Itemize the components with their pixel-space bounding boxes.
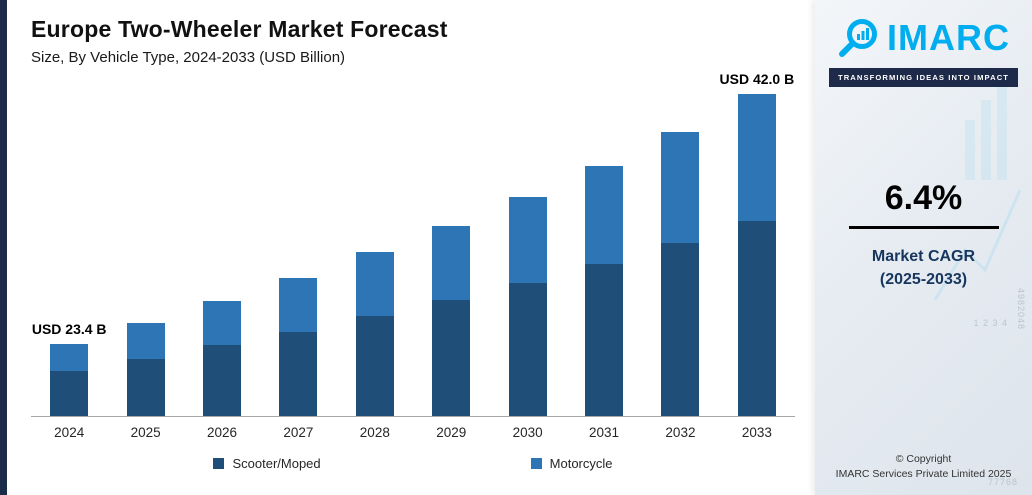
bar-segment bbox=[203, 301, 241, 346]
bar-annotation: USD 23.4 B bbox=[32, 321, 107, 338]
legend-label: Motorcycle bbox=[550, 456, 613, 471]
copyright-line2: IMARC Services Private Limited 2025 bbox=[836, 467, 1012, 483]
bar-segment bbox=[356, 316, 394, 416]
bar-stack bbox=[50, 344, 88, 416]
bar-stack bbox=[127, 323, 165, 416]
chart-legend: Scooter/Moped Motorcycle bbox=[31, 456, 795, 471]
x-axis-labels: 2024202520262027202820292030203120322033 bbox=[31, 417, 795, 440]
bar-segment bbox=[738, 221, 776, 416]
x-axis-tick-label: 2031 bbox=[566, 425, 642, 440]
x-axis-tick-label: 2032 bbox=[642, 425, 718, 440]
copyright-notice: © Copyright IMARC Services Private Limit… bbox=[836, 452, 1012, 484]
bar-segment bbox=[127, 323, 165, 358]
legend-label: Scooter/Moped bbox=[232, 456, 320, 471]
legend-item-motorcycle: Motorcycle bbox=[531, 456, 613, 471]
bar-segment bbox=[432, 300, 470, 416]
bar-group bbox=[107, 323, 183, 416]
brand-tagline: TRANSFORMING IDEAS INTO IMPACT bbox=[829, 68, 1018, 87]
cagr-period: (2025-2033) bbox=[849, 268, 999, 291]
bar-stack bbox=[738, 94, 776, 416]
left-accent-stripe bbox=[0, 0, 7, 495]
bar-segment bbox=[661, 243, 699, 416]
bar-group bbox=[566, 166, 642, 416]
magnifier-icon bbox=[837, 16, 881, 60]
bar-stack bbox=[509, 197, 547, 416]
bar-stack bbox=[661, 132, 699, 416]
x-axis-tick-label: 2027 bbox=[260, 425, 336, 440]
legend-swatch-motorcycle bbox=[531, 458, 542, 469]
cagr-block: 6.4% Market CAGR (2025-2033) bbox=[849, 179, 999, 291]
bar-segment bbox=[279, 278, 317, 332]
bar-chart-plot-area: USD 23.4 B USD 42.0 B bbox=[31, 72, 795, 417]
bar-stack bbox=[203, 301, 241, 416]
watermark-text: 4982048 bbox=[1016, 288, 1026, 330]
cagr-label: Market CAGR bbox=[849, 245, 999, 268]
bar-stack bbox=[585, 166, 623, 416]
bar-group bbox=[413, 226, 489, 417]
bar-segment bbox=[279, 332, 317, 416]
cagr-value: 6.4% bbox=[849, 179, 999, 218]
x-axis-tick-label: 2030 bbox=[489, 425, 565, 440]
bar-group bbox=[184, 301, 260, 416]
bar-group: USD 42.0 B bbox=[719, 71, 795, 416]
bar-segment bbox=[50, 371, 88, 416]
logo-wordmark: IMARC bbox=[887, 20, 1010, 56]
copyright-line1: © Copyright bbox=[836, 452, 1012, 468]
bar-segment bbox=[356, 252, 394, 316]
bar-group bbox=[489, 197, 565, 416]
bar-segment bbox=[585, 264, 623, 416]
bar-group bbox=[337, 252, 413, 416]
watermark-text: 1 2 3 4 bbox=[973, 318, 1008, 328]
brand-sidebar: 4982048 1 2 3 4 77768 IMARC TRANSFORMING… bbox=[815, 0, 1032, 495]
legend-item-scooter-moped: Scooter/Moped bbox=[213, 456, 320, 471]
bar-annotation: USD 42.0 B bbox=[720, 71, 795, 88]
bar-stack bbox=[432, 226, 470, 417]
x-axis-tick-label: 2024 bbox=[31, 425, 107, 440]
bar-segment bbox=[203, 345, 241, 416]
bar-segment bbox=[509, 283, 547, 416]
page-subtitle: Size, By Vehicle Type, 2024-2033 (USD Bi… bbox=[31, 49, 795, 66]
bar-segment bbox=[585, 166, 623, 264]
x-axis-tick-label: 2028 bbox=[337, 425, 413, 440]
bar-group bbox=[642, 132, 718, 416]
x-axis-tick-label: 2033 bbox=[719, 425, 795, 440]
infographic-frame: Europe Two-Wheeler Market Forecast Size,… bbox=[0, 0, 1032, 495]
chart-panel: Europe Two-Wheeler Market Forecast Size,… bbox=[7, 0, 815, 495]
x-axis-tick-label: 2025 bbox=[107, 425, 183, 440]
x-axis-tick-label: 2026 bbox=[184, 425, 260, 440]
bar-stack bbox=[356, 252, 394, 416]
x-axis-tick-label: 2029 bbox=[413, 425, 489, 440]
bar-segment bbox=[509, 197, 547, 282]
bar-segment bbox=[738, 94, 776, 221]
bar-segment bbox=[127, 359, 165, 416]
bar-stack bbox=[279, 278, 317, 416]
bar-segment bbox=[661, 132, 699, 244]
bar-segment bbox=[432, 226, 470, 301]
bar-segment bbox=[50, 344, 88, 371]
cagr-underline bbox=[849, 226, 999, 229]
bar-group bbox=[260, 278, 336, 416]
bar-group: USD 23.4 B bbox=[31, 321, 107, 416]
page-title: Europe Two-Wheeler Market Forecast bbox=[31, 16, 795, 43]
legend-swatch-scooter-moped bbox=[213, 458, 224, 469]
imarc-logo: IMARC bbox=[837, 16, 1010, 60]
